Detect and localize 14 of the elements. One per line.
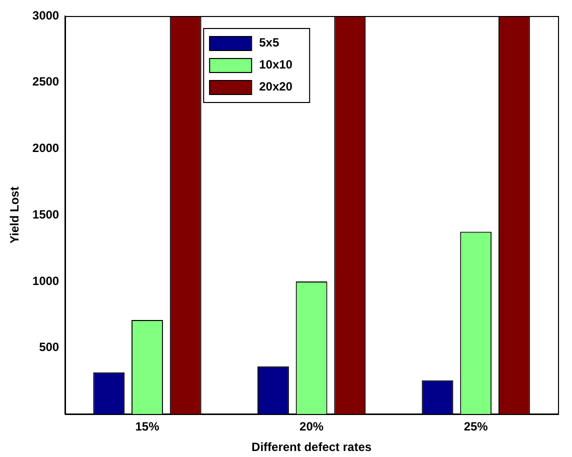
legend-label: 5x5 xyxy=(259,35,280,50)
legend-label: 20x20 xyxy=(259,79,293,94)
y-tick-label: 1500 xyxy=(32,207,60,222)
y-tick-label: 2500 xyxy=(32,74,60,89)
y-axis-title: Yield Lost xyxy=(8,186,22,244)
y-tick-label: 2000 xyxy=(32,141,60,156)
x-tick-label: 20% xyxy=(300,420,324,434)
x-tick-label: 25% xyxy=(464,420,488,434)
x-axis-title: Different defect rates xyxy=(252,440,372,454)
legend-label: 10x10 xyxy=(259,57,293,72)
x-tick-label: 15% xyxy=(135,420,160,434)
y-tick-label: 1000 xyxy=(32,274,60,288)
y-tick-label: 3000 xyxy=(32,8,60,22)
y-tick-label: 500 xyxy=(39,340,60,354)
